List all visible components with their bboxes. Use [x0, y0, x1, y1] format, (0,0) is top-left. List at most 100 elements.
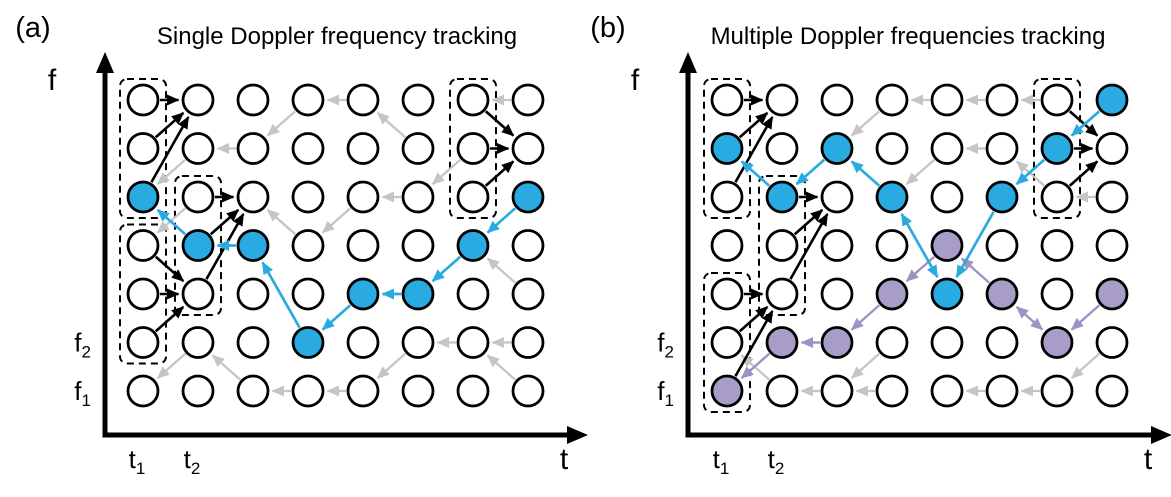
node-r3c4 — [875, 180, 909, 214]
node-r2c4 — [875, 132, 909, 165]
node-r5c3 — [236, 277, 270, 311]
node-r3c1 — [126, 180, 160, 214]
node-r7c7 — [1040, 374, 1074, 408]
node-r3c4 — [291, 180, 325, 214]
node-r5c8 — [1095, 277, 1129, 311]
node-r7c6 — [985, 374, 1019, 408]
arrow-blue-r2c3-to-r3c2 — [795, 158, 826, 186]
node-r3c3 — [236, 180, 270, 214]
node-r4c5 — [930, 229, 964, 262]
tick-t1: t1 — [129, 444, 146, 478]
arrow-blue-r4c7-to-r5c6 — [431, 255, 462, 283]
node-r5c5 — [346, 277, 380, 311]
node-r1c4 — [875, 83, 909, 117]
tick-f1: f1 — [657, 376, 674, 410]
node-r7c3 — [236, 374, 270, 408]
arrow-black-r3c1-to-r1c2 — [150, 116, 190, 183]
node-r3c8 — [511, 180, 545, 214]
node-r4c7 — [1040, 229, 1074, 262]
arrow-purple-r6c2-to-r7c1 — [740, 352, 771, 380]
node-r5c1 — [126, 277, 160, 311]
panel-b-title: Multiple Doppler frequencies tracking — [711, 23, 1106, 50]
arrow-black-r5c2-to-r3c3 — [789, 213, 829, 280]
candidate-box-col7 — [1033, 78, 1081, 219]
node-r6c7 — [1040, 326, 1074, 359]
node-r6c5 — [930, 326, 964, 359]
node-r5c2 — [181, 277, 215, 311]
node-r1c6 — [985, 83, 1019, 117]
node-r7c4 — [875, 374, 909, 408]
arrow-gray-r6c2-to-r7c1 — [156, 352, 187, 379]
node-r1c8 — [511, 83, 545, 117]
arrow-blue-r5c5-to-r3c4 — [900, 213, 939, 278]
node-r4c3 — [236, 229, 270, 262]
node-r1c6 — [401, 83, 435, 117]
panel-a-y-axis-label: f — [48, 64, 57, 97]
node-r3c5 — [346, 180, 380, 214]
panel-b-x-axis-label: t — [1144, 443, 1153, 476]
arrow-gray-r6c4-to-r7c3 — [850, 352, 881, 379]
panel-a-title: Single Doppler frequency tracking — [157, 23, 517, 50]
node-r1c1 — [710, 83, 744, 117]
node-r5c7 — [456, 277, 490, 311]
node-r2c3 — [236, 132, 270, 165]
node-r2c1 — [710, 132, 744, 165]
tick-t2: t2 — [768, 444, 785, 478]
node-r2c7 — [1040, 132, 1074, 165]
node-r6c1 — [126, 326, 160, 359]
node-r3c8 — [1095, 180, 1129, 214]
node-r4c8 — [511, 229, 545, 262]
node-r5c4 — [291, 277, 325, 311]
node-r4c4 — [291, 229, 325, 262]
node-r5c8 — [511, 277, 545, 311]
arrow-blue-r4c2-to-r3c1 — [156, 208, 187, 236]
node-r2c6 — [401, 132, 435, 165]
panel-b-y-axis-label: f — [631, 64, 640, 97]
node-r2c4 — [291, 132, 325, 165]
node-r5c5 — [930, 277, 964, 311]
arrow-gray-r2c5-to-r3c4 — [905, 158, 936, 185]
panel-b-letter: (b) — [590, 12, 625, 44]
node-r2c8 — [1095, 132, 1129, 165]
tick-f2: f2 — [74, 328, 91, 362]
panel-a-x-axis-label: t — [560, 443, 569, 476]
node-r6c4 — [291, 326, 325, 359]
arrow-black-r3c7-to-r2c8 — [484, 160, 515, 187]
arrow-black-r6c1-to-r5c2 — [154, 305, 185, 333]
node-r1c1 — [126, 83, 160, 117]
node-r3c7 — [1040, 180, 1074, 214]
arrow-blue-r3c6-to-r5c5 — [955, 211, 995, 278]
node-r1c5 — [346, 83, 380, 117]
panel-a-letter: (a) — [15, 12, 50, 44]
candidate-box-col1 — [703, 272, 751, 413]
node-r1c5 — [930, 83, 964, 117]
arrow-purple-r6c7-to-r5c6 — [1015, 305, 1044, 331]
node-r4c2 — [181, 229, 215, 262]
arrow-gray-r7c3-to-r6c2 — [211, 354, 242, 381]
node-r5c2 — [765, 277, 799, 311]
arrow-gray-r7c8-to-r6c7 — [486, 354, 517, 381]
arrow-blue-r3c2-to-r2c1 — [740, 160, 771, 187]
node-r5c6 — [401, 277, 435, 311]
node-r2c5 — [930, 132, 964, 165]
arrow-gray-r5c8-to-r4c7 — [486, 257, 517, 284]
arrow-gray-r6c6-to-r7c5 — [376, 352, 407, 379]
node-r5c3 — [820, 277, 854, 311]
node-r2c3 — [820, 132, 854, 165]
node-r2c1 — [126, 132, 160, 165]
node-r3c6 — [401, 180, 435, 214]
node-r3c3 — [820, 180, 854, 214]
arrow-gray-r6c8-to-r7c7 — [1070, 352, 1101, 379]
node-r2c2 — [181, 132, 215, 165]
node-r3c2 — [181, 180, 215, 214]
node-r1c8 — [1095, 83, 1129, 117]
node-r7c5 — [930, 374, 964, 408]
node-r5c6 — [985, 277, 1019, 311]
arrow-gray-r1c4-to-r2c3 — [266, 110, 297, 137]
node-r7c1 — [126, 374, 160, 408]
node-r5c7 — [1040, 277, 1074, 311]
tick-f1: f1 — [74, 376, 91, 410]
node-r3c1 — [710, 180, 744, 214]
node-r4c1 — [710, 229, 744, 262]
